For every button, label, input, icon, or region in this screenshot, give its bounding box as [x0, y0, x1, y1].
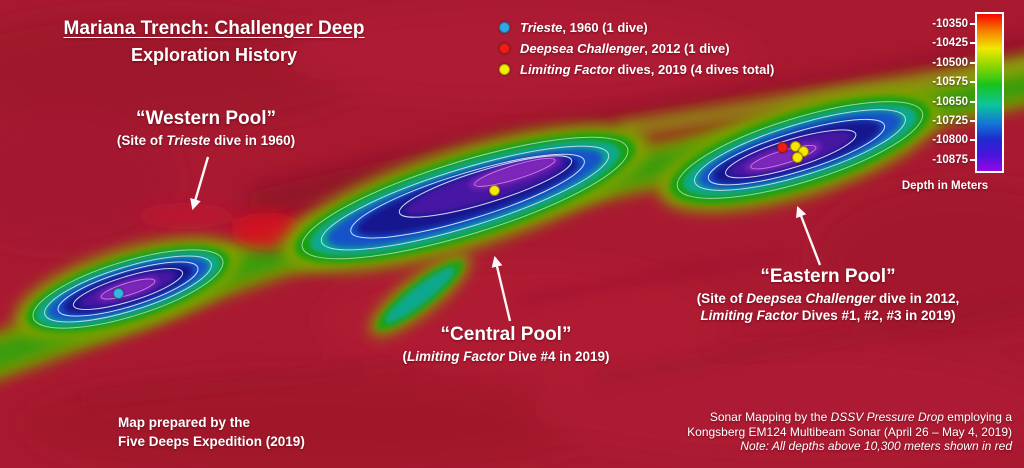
colorbar-tick-mark — [970, 61, 977, 64]
map-title-line1: Mariana Trench: Challenger Deep — [63, 18, 365, 39]
colorbar-tick-label: -10725 — [932, 115, 968, 127]
sonar-credit-line2: Kongsberg EM124 Multibeam Sonar (April 2… — [687, 424, 1012, 439]
central-pool-sw-arm — [369, 254, 471, 336]
colorbar-tick-mark — [970, 120, 977, 122]
legend-item-label: Deepsea Challenger, 2012 (1 dive) — [520, 41, 730, 56]
colorbar-tick-mark — [970, 23, 977, 25]
eastern-pool-desc: (Site of Deepsea Challenger dive in 2012… — [688, 291, 968, 324]
limiting-factor-dot-icon — [499, 64, 510, 75]
colorbar-tick-mark — [970, 81, 977, 84]
eastern-pool-arrow — [796, 205, 822, 266]
seafloor-streaks — [76, 252, 1024, 404]
map-credit: Map prepared by the Five Deeps Expeditio… — [118, 413, 305, 451]
western-pool-arrow — [190, 156, 210, 211]
dive-marker — [488, 184, 500, 196]
legend-item-label: Limiting Factor dives, 2019 (4 dives tot… — [520, 62, 775, 77]
colorbar-tick-mark — [970, 42, 977, 45]
central-pool-arrow — [491, 255, 512, 322]
depth-colorbar-label: Depth in Meters — [901, 180, 989, 192]
map-credit-line1: Map prepared by the — [118, 415, 251, 430]
deepsea-challenger-dot-icon — [499, 43, 510, 54]
colorbar-tick-label: -10650 — [932, 95, 968, 108]
western-pool-label: “Western Pool” (Site of Trieste dive in … — [76, 108, 336, 150]
trieste-dot-icon — [499, 22, 510, 33]
colorbar-tick-label: -10800 — [932, 134, 968, 147]
western-pool-desc: (Site of Trieste dive in 1960) — [116, 133, 296, 148]
colorbar-tick-label: -10500 — [932, 56, 968, 69]
eastern-pool-desc-line2: Limiting Factor Dives #1, #2, #3 in 2019… — [700, 307, 956, 323]
dive-marker — [776, 141, 788, 153]
central-pool-label: “Central Pool” (Limiting Factor Dive #4 … — [376, 324, 636, 366]
colorbar-tick-label: -10350 — [932, 18, 968, 30]
western-pool-name: “Western Pool” — [135, 108, 277, 129]
seafloor-mottling — [0, 10, 1024, 468]
colorbar-tick-label: -10425 — [932, 37, 968, 50]
dive-marker — [112, 287, 124, 299]
map-title-line2: Exploration History — [130, 45, 298, 65]
central-pool-desc: (Limiting Factor Dive #4 in 2019) — [402, 349, 610, 364]
legend-item-limiting-factor: Limiting Factor dives, 2019 (4 dives tot… — [499, 59, 774, 80]
eastern-pool-label: “Eastern Pool” (Site of Deepsea Challeng… — [688, 266, 968, 324]
colorbar-tick-label: -10575 — [932, 76, 968, 89]
colorbar-tick-mark — [970, 158, 977, 161]
depth-colorbar: -10350 -10425 -10500 -10575 -10650 -10725 -108… — [880, 12, 1010, 194]
depth-colorbar-gradient — [975, 12, 1004, 173]
central-pool-shape — [280, 124, 650, 272]
legend-item-trieste: Trieste, 1960 (1 dive) — [499, 17, 774, 38]
colorbar-tick-label: -10875 — [932, 153, 968, 166]
colorbar-tick-mark — [970, 139, 977, 142]
sonar-credit-line1: Sonar Mapping by the DSSV Pressure Drop … — [709, 410, 1012, 424]
central-pool-name: “Central Pool” — [440, 324, 572, 345]
eastern-pool-name: “Eastern Pool” — [760, 266, 896, 287]
dive-marker — [791, 151, 803, 163]
map-title: Mariana Trench: Challenger Deep Explorat… — [56, 18, 372, 66]
map-credit-line2: Five Deeps Expedition (2019) — [118, 434, 305, 449]
sonar-credit: Sonar Mapping by the DSSV Pressure Drop … — [687, 410, 1012, 454]
colorbar-tick-mark — [970, 100, 977, 103]
dive-legend: Trieste, 1960 (1 dive) Deepsea Challenge… — [499, 17, 774, 80]
dive-marker — [797, 145, 809, 157]
sonar-credit-note: Note: All depths above 10,300 meters sho… — [740, 439, 1012, 453]
eastern-pool-desc-line1: (Site of Deepsea Challenger dive in 2012… — [696, 291, 960, 306]
legend-item-label: Trieste, 1960 (1 dive) — [520, 20, 648, 35]
legend-item-deepsea-challenger: Deepsea Challenger, 2012 (1 dive) — [499, 38, 774, 59]
